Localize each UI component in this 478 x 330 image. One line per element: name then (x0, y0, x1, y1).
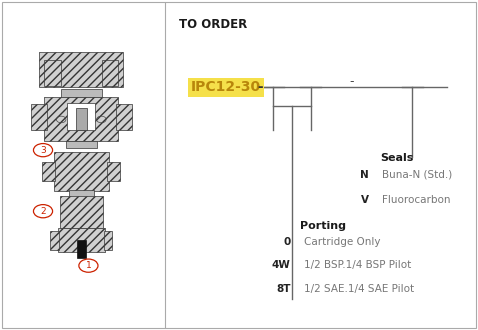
Text: 2: 2 (40, 207, 46, 216)
Text: -: - (349, 75, 354, 88)
Text: Fluorocarbon: Fluorocarbon (382, 195, 451, 205)
Text: V: V (361, 195, 369, 205)
Text: 8T: 8T (276, 284, 291, 294)
Bar (76, 108, 87, 130)
Text: 1: 1 (86, 261, 91, 270)
Text: Seals: Seals (380, 153, 413, 163)
Text: 4W: 4W (272, 260, 291, 270)
Bar (102, 60, 119, 86)
Text: IPC12-30: IPC12-30 (191, 81, 261, 94)
Bar (50, 231, 59, 250)
Bar (61, 89, 102, 97)
Bar (40, 52, 123, 86)
Bar (104, 231, 112, 250)
Bar (67, 103, 95, 130)
Bar (77, 240, 86, 258)
Bar (44, 60, 61, 86)
Bar (44, 96, 118, 141)
Text: Buna-N (Std.): Buna-N (Std.) (382, 170, 453, 180)
Bar (31, 104, 47, 130)
Bar (107, 162, 120, 181)
Text: Porting: Porting (300, 221, 346, 231)
Text: 3: 3 (40, 146, 46, 155)
Bar (42, 162, 55, 181)
Text: TO ORDER: TO ORDER (179, 18, 248, 31)
Text: 1/2 SAE.1/4 SAE Pilot: 1/2 SAE.1/4 SAE Pilot (304, 284, 413, 294)
Text: Cartridge Only: Cartridge Only (304, 237, 380, 247)
Text: N: N (360, 170, 369, 180)
Bar (54, 152, 109, 191)
Bar (58, 228, 105, 252)
Bar (66, 141, 97, 148)
Text: -: - (253, 81, 264, 94)
Text: 0: 0 (283, 237, 291, 247)
Bar (60, 196, 103, 228)
Bar (116, 104, 131, 130)
Text: 1/2 BSP.1/4 BSP Pilot: 1/2 BSP.1/4 BSP Pilot (304, 260, 411, 270)
Bar (69, 190, 94, 198)
